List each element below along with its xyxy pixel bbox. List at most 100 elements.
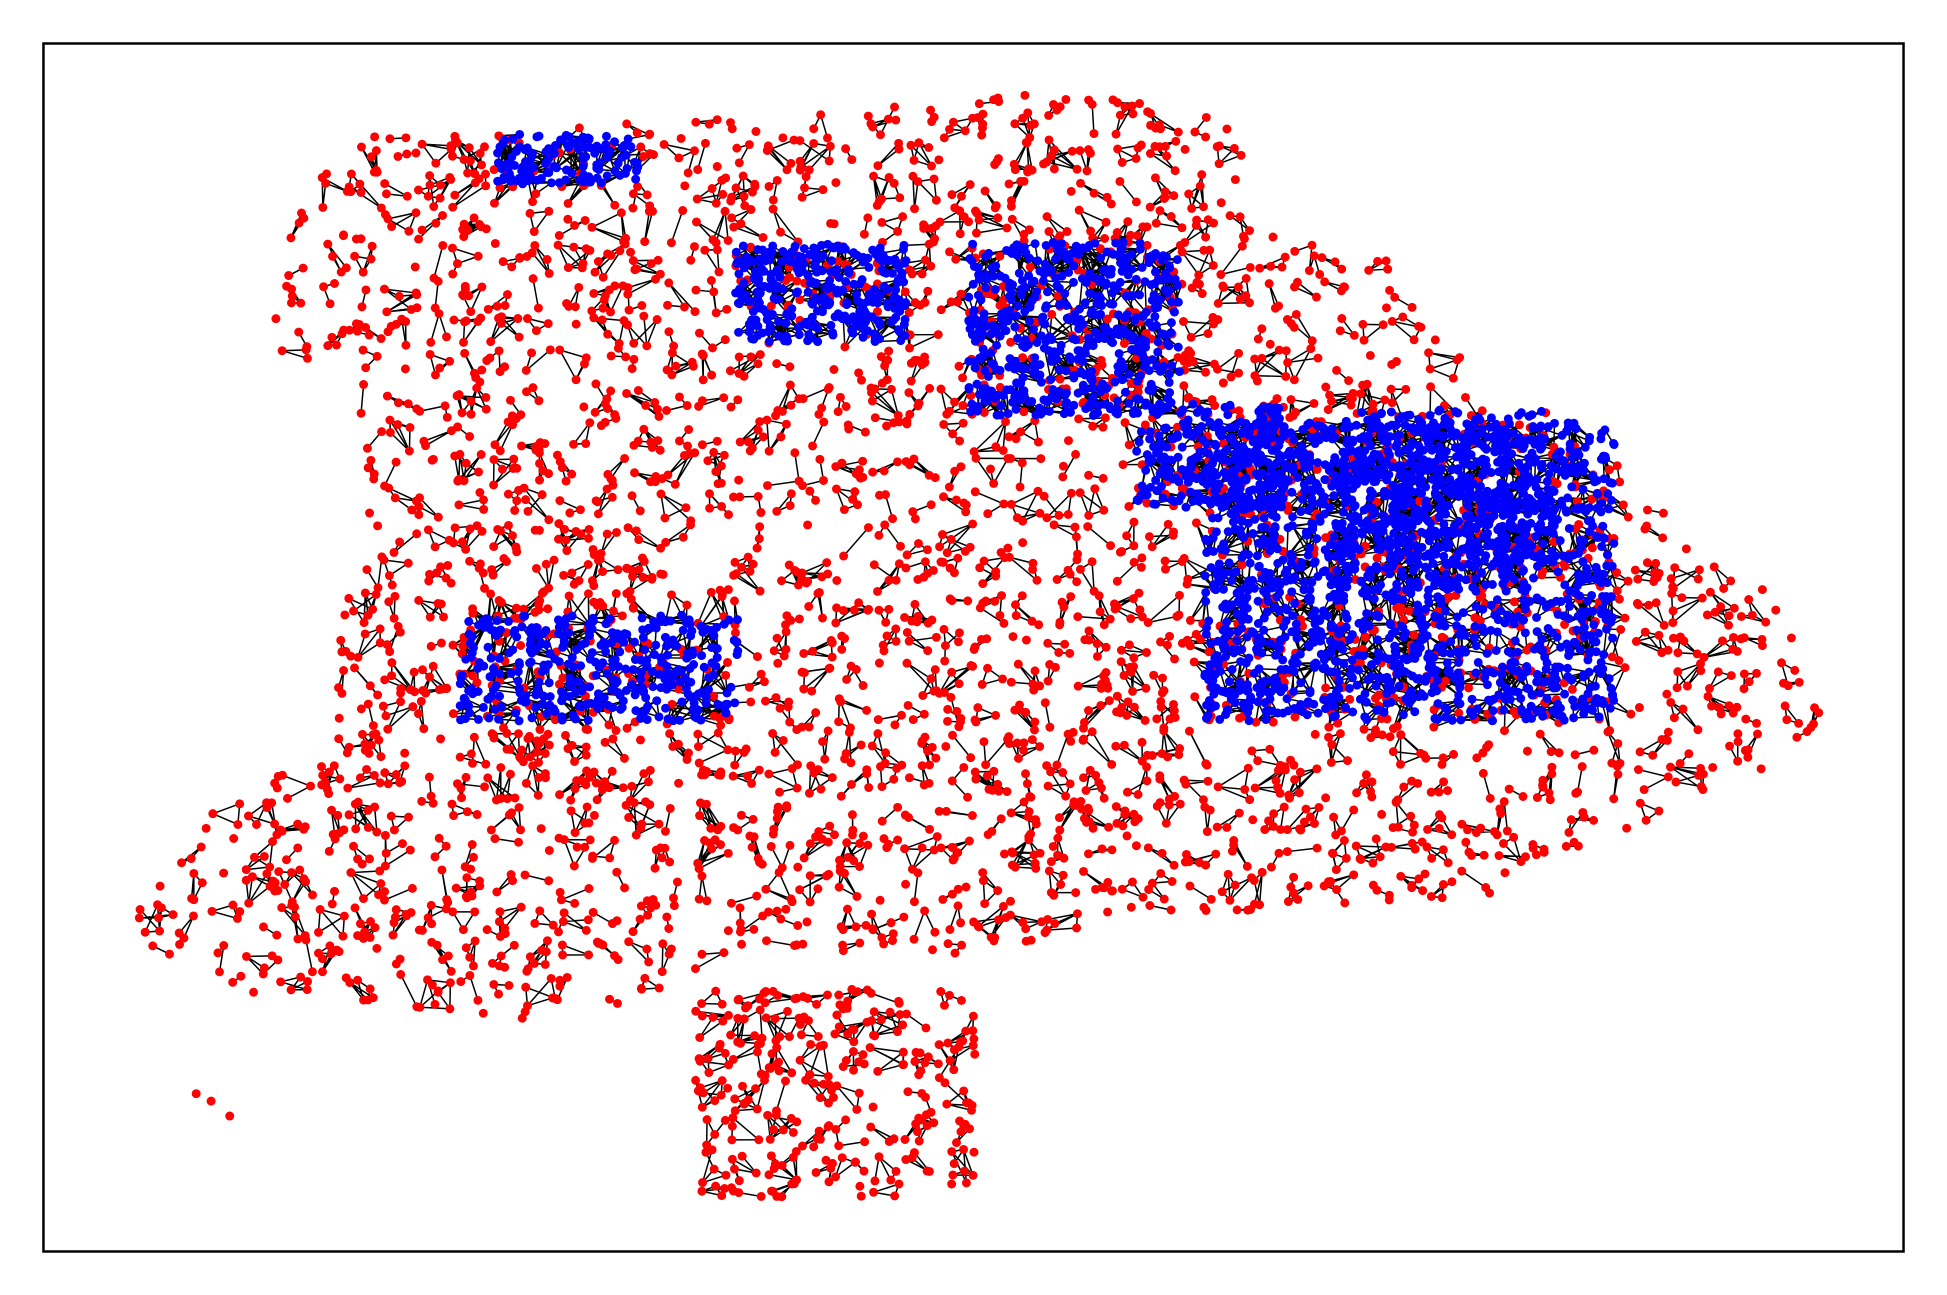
- node: [1333, 718, 1343, 728]
- node: [486, 589, 496, 599]
- node: [939, 133, 949, 143]
- node: [795, 885, 805, 895]
- node: [1612, 586, 1622, 596]
- node: [1059, 853, 1069, 863]
- node: [445, 356, 455, 366]
- node: [1006, 499, 1016, 509]
- node: [937, 530, 947, 540]
- node: [1163, 288, 1173, 298]
- node: [535, 725, 545, 734]
- node: [1472, 753, 1482, 763]
- node: [1112, 228, 1122, 238]
- node: [709, 711, 719, 721]
- node: [409, 667, 419, 677]
- node: [508, 420, 518, 430]
- node: [443, 951, 453, 961]
- node: [846, 661, 856, 671]
- node: [711, 308, 721, 318]
- node: [910, 204, 919, 214]
- node: [949, 1045, 959, 1055]
- node: [528, 274, 538, 284]
- node: [1724, 620, 1734, 630]
- node: [1097, 844, 1107, 854]
- node: [1348, 388, 1358, 398]
- node: [1657, 648, 1667, 658]
- node: [774, 317, 784, 326]
- node: [1349, 805, 1359, 815]
- node: [1434, 823, 1444, 833]
- node: [489, 165, 499, 175]
- node: [1146, 280, 1156, 290]
- node: [584, 524, 594, 534]
- plot-area: [42, 42, 1905, 1253]
- node: [730, 746, 740, 756]
- node: [593, 509, 603, 519]
- node: [751, 1168, 761, 1178]
- node: [856, 740, 866, 750]
- node: [841, 748, 851, 758]
- node: [722, 304, 732, 314]
- node: [1103, 877, 1113, 887]
- node: [1250, 783, 1260, 793]
- node: [694, 328, 704, 338]
- node: [798, 481, 807, 491]
- node: [165, 949, 174, 959]
- node: [995, 610, 1005, 620]
- node: [653, 404, 662, 414]
- node: [667, 699, 677, 709]
- node: [1021, 707, 1031, 717]
- node: [1024, 225, 1034, 235]
- node: [1640, 627, 1650, 637]
- node: [369, 167, 379, 177]
- node: [294, 327, 304, 337]
- node: [508, 463, 518, 473]
- node: [1179, 553, 1189, 563]
- node: [795, 165, 805, 175]
- node: [747, 842, 757, 852]
- node: [1116, 645, 1126, 655]
- node: [397, 314, 407, 324]
- node: [947, 1147, 957, 1157]
- node: [813, 323, 823, 333]
- node: [754, 765, 764, 775]
- node: [715, 585, 725, 595]
- node: [1203, 215, 1213, 225]
- node: [373, 521, 383, 531]
- node: [626, 247, 636, 257]
- node: [761, 696, 770, 706]
- node: [1673, 648, 1683, 658]
- node: [834, 273, 844, 282]
- node: [1328, 849, 1338, 859]
- node: [905, 460, 915, 470]
- node: [390, 591, 400, 601]
- node: [992, 340, 1002, 350]
- node: [936, 305, 946, 315]
- node: [1359, 335, 1369, 345]
- node: [1692, 649, 1702, 659]
- node: [832, 264, 842, 274]
- node: [1761, 617, 1771, 627]
- node: [1129, 702, 1139, 712]
- node: [1547, 762, 1557, 772]
- node: [1644, 600, 1654, 610]
- node: [929, 174, 939, 184]
- node: [752, 543, 762, 553]
- node: [1396, 730, 1406, 740]
- node: [610, 200, 620, 210]
- node: [527, 348, 537, 358]
- node: [1359, 778, 1369, 788]
- node: [533, 303, 543, 313]
- node: [981, 270, 991, 280]
- node: [423, 525, 433, 535]
- node: [1088, 421, 1098, 431]
- node: [384, 597, 394, 607]
- node: [858, 456, 868, 466]
- node: [647, 572, 657, 582]
- node: [1266, 261, 1276, 271]
- node: [1017, 290, 1027, 300]
- node: [197, 878, 207, 888]
- node: [611, 413, 621, 423]
- node: [569, 861, 579, 871]
- node: [1136, 371, 1145, 381]
- node: [1089, 129, 1099, 139]
